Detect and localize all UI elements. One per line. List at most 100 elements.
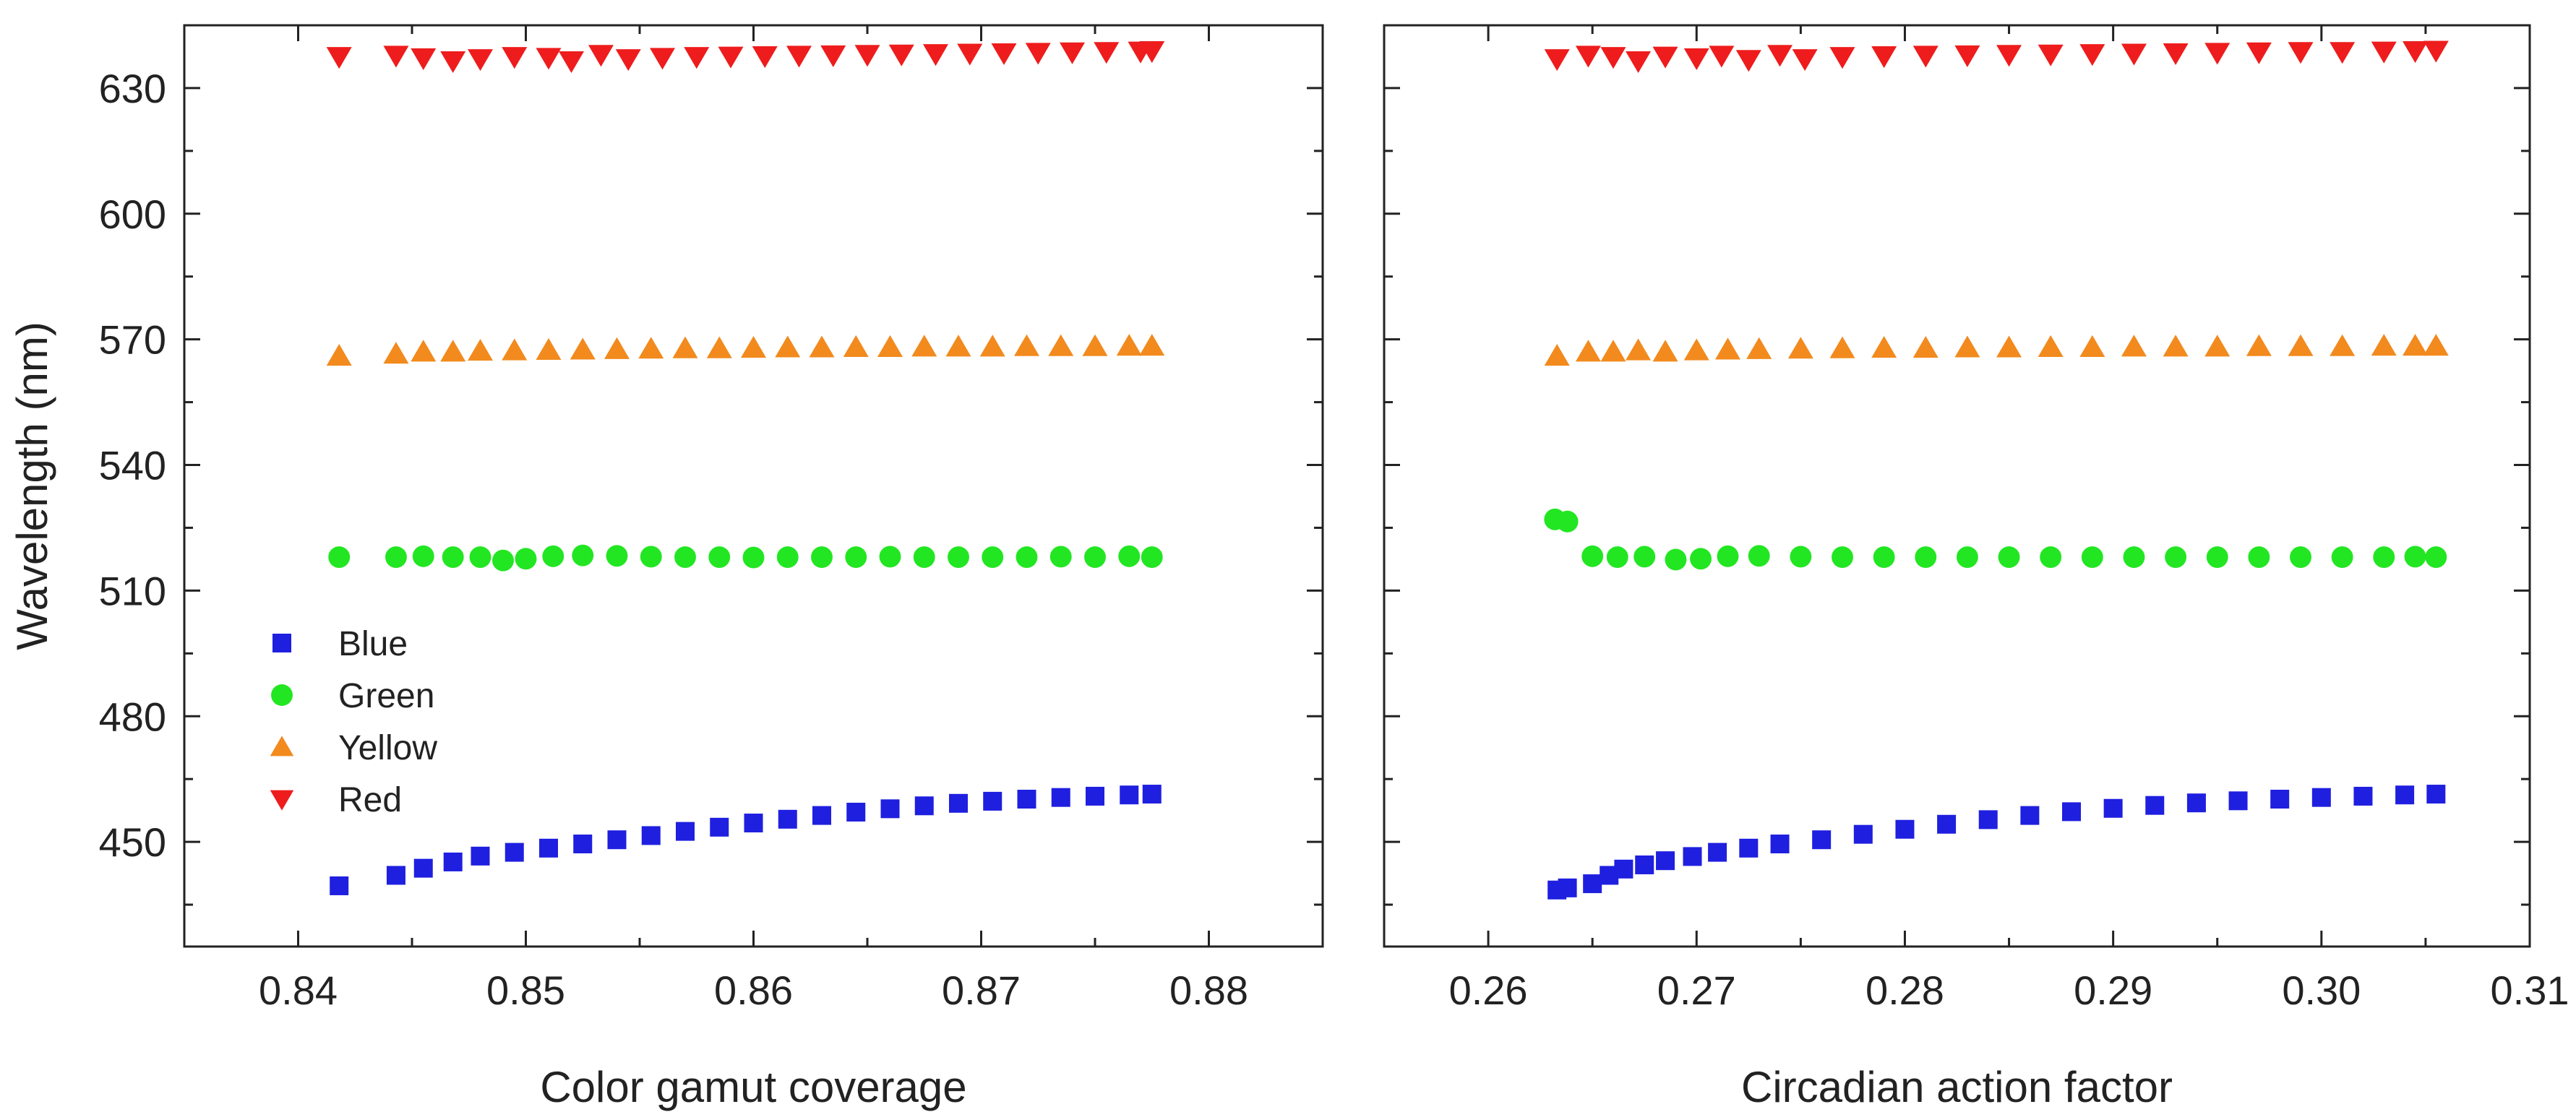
- data-point-yellow: [2163, 335, 2189, 357]
- data-point-yellow: [979, 335, 1005, 357]
- data-point-red: [1025, 43, 1051, 65]
- data-point-yellow: [2121, 335, 2147, 357]
- data-point-red: [854, 45, 880, 67]
- data-point-green: [913, 546, 935, 568]
- data-point-yellow: [638, 337, 664, 359]
- data-point-red: [411, 48, 437, 71]
- data-point-yellow: [775, 335, 801, 358]
- data-point-green: [1956, 546, 1978, 568]
- data-point-green: [442, 546, 464, 568]
- data-point-green: [542, 545, 564, 567]
- data-point-red: [1829, 47, 1855, 69]
- y-tick-label: 540: [99, 443, 166, 488]
- data-point-red: [650, 48, 675, 70]
- data-point-blue: [676, 822, 695, 841]
- data-point-red: [326, 47, 352, 69]
- data-point-blue: [1853, 824, 1873, 844]
- data-point-green: [2040, 546, 2062, 568]
- data-point-blue: [443, 852, 463, 871]
- data-point-blue: [386, 866, 405, 885]
- data-point-red: [718, 46, 744, 69]
- legend-label-green: Green: [338, 677, 434, 715]
- data-point-yellow: [1996, 335, 2022, 358]
- data-point-green: [2081, 546, 2103, 568]
- series-green: [1544, 508, 2447, 571]
- data-point-red: [2288, 42, 2314, 64]
- data-point-green: [776, 546, 799, 568]
- data-point-red: [1683, 48, 1709, 71]
- data-point-green: [948, 546, 969, 568]
- series-red: [1544, 40, 2449, 74]
- data-point-yellow: [383, 342, 409, 364]
- data-point-red: [2079, 44, 2105, 66]
- data-point-yellow: [2204, 335, 2231, 357]
- data-point-red: [1544, 49, 1570, 72]
- data-point-green: [2206, 546, 2228, 568]
- data-point-red: [1912, 46, 1939, 68]
- x-tick-label: 0.31: [2491, 967, 2569, 1013]
- data-point-blue: [1937, 814, 1957, 834]
- data-point-green: [982, 546, 1004, 568]
- plot-frame: [1383, 24, 2531, 948]
- data-point-blue: [778, 809, 797, 829]
- data-point-green: [1016, 546, 1038, 568]
- data-point-red: [2038, 44, 2064, 66]
- data-point-yellow: [502, 338, 528, 361]
- data-point-green: [879, 546, 901, 568]
- data-point-yellow: [1139, 334, 1165, 356]
- data-point-blue: [1614, 859, 1633, 879]
- x-tick-label: 0.86: [714, 967, 793, 1013]
- x-tick-label: 0.27: [1657, 967, 1736, 1013]
- data-point-green: [2404, 546, 2426, 568]
- data-point-yellow: [809, 335, 835, 358]
- y-tick-label: 480: [99, 694, 166, 739]
- data-point-yellow: [411, 340, 437, 362]
- data-point-blue: [471, 846, 490, 866]
- data-point-green: [2373, 546, 2395, 568]
- data-point-blue: [1978, 810, 1998, 829]
- data-point-blue: [983, 791, 1003, 811]
- data-point-yellow: [1544, 344, 1570, 366]
- data-point-blue: [812, 806, 831, 825]
- data-point-red: [1871, 46, 1897, 69]
- data-point-green: [1084, 546, 1106, 568]
- data-point-blue: [846, 802, 866, 822]
- data-point-green: [2290, 546, 2311, 568]
- data-point-blue: [880, 799, 900, 819]
- x-tick-label: 0.30: [2282, 967, 2361, 1013]
- data-point-green: [1118, 545, 1141, 567]
- right-panel: 0.26 0.27 0.28 0.29 0.30 0.31 Circadian action…: [1383, 24, 2569, 1111]
- legend-label-blue: Blue: [338, 625, 408, 663]
- data-point-red: [1709, 46, 1735, 68]
- data-point-blue: [330, 876, 349, 895]
- data-point-blue: [914, 796, 934, 816]
- data-point-blue: [1708, 842, 1727, 862]
- legend: Blue Green Yellow Red: [270, 625, 437, 819]
- data-point-red: [615, 49, 641, 72]
- x-axis-title: Circadian action factor: [1741, 1063, 2173, 1111]
- series-blue: [330, 785, 1162, 895]
- data-point-red: [1792, 49, 1818, 72]
- x-tick-label: 0.85: [486, 967, 565, 1013]
- data-point-blue: [2311, 788, 2331, 807]
- data-point-green: [742, 546, 765, 569]
- y-tick-label: 600: [99, 191, 166, 237]
- data-point-green: [1141, 546, 1163, 568]
- left-panel: 0.84 0.85 0.86 0.87 0.88 450 480 510 540 570 600 63…: [8, 24, 1324, 1111]
- data-point-yellow: [326, 344, 352, 366]
- data-point-yellow: [1014, 334, 1039, 356]
- data-point-red: [1626, 51, 1652, 74]
- data-point-yellow: [1954, 335, 1980, 358]
- data-point-blue: [2103, 798, 2123, 818]
- data-point-green: [1832, 546, 1853, 568]
- data-point-yellow: [1683, 338, 1709, 361]
- data-point-blue: [2062, 802, 2081, 822]
- data-point-red: [559, 51, 584, 74]
- data-point-blue: [949, 793, 968, 813]
- data-point-blue: [2228, 791, 2248, 811]
- data-point-green: [1790, 546, 1812, 568]
- series-yellow: [326, 334, 1165, 366]
- data-point-green: [1998, 546, 2020, 568]
- data-point-green: [572, 544, 594, 566]
- data-point-red: [820, 45, 846, 67]
